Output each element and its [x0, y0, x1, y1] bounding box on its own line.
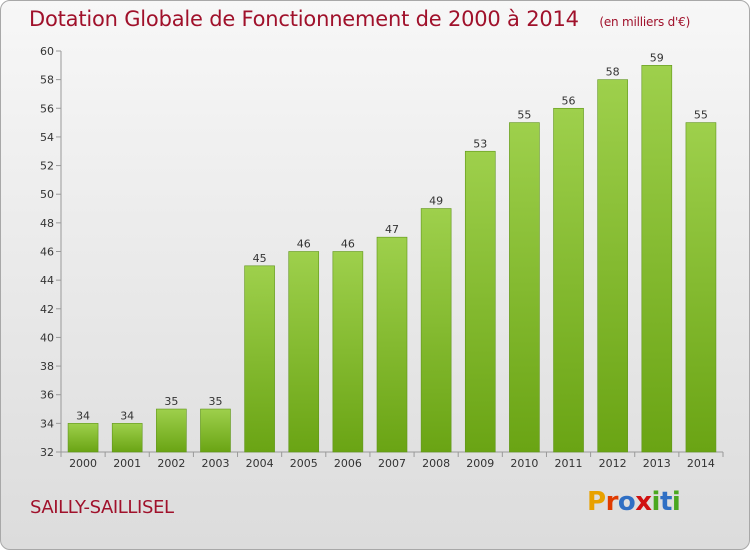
- bar: [111, 423, 143, 453]
- bar-value-label: 55: [694, 109, 708, 122]
- bar: [509, 122, 540, 453]
- logo-letter: x: [635, 487, 652, 517]
- bar-value-label: 34: [76, 409, 90, 422]
- logo-letter: P: [587, 487, 606, 517]
- bar: [156, 408, 187, 453]
- x-tick-label: 2012: [599, 457, 627, 470]
- x-tick-label: 2006: [334, 457, 362, 470]
- bar-value-label: 35: [164, 395, 178, 408]
- y-tick-label: 42: [40, 303, 54, 316]
- bar-value-label: 59: [650, 51, 664, 64]
- logo-letter: r: [605, 487, 619, 517]
- chart-title-text: Dotation Globale de Fonctionnement de 20…: [29, 7, 579, 31]
- bar: [420, 208, 452, 453]
- y-tick-label: 34: [40, 417, 54, 430]
- chart-title: Dotation Globale de Fonctionnement de 20…: [29, 7, 690, 31]
- x-tick-label: 2005: [290, 457, 318, 470]
- y-tick-label: 50: [40, 188, 54, 201]
- logo-letter: i: [651, 487, 661, 517]
- y-tick-label: 58: [40, 74, 54, 87]
- y-tick-label: 46: [40, 246, 54, 259]
- y-tick-label: 60: [40, 45, 54, 58]
- logo-letter: i: [671, 487, 681, 517]
- x-tick-label: 2010: [510, 457, 538, 470]
- bar: [641, 65, 673, 453]
- bar-value-label: 58: [606, 66, 620, 79]
- commune-name: SAILLY-SAILLISEL: [30, 497, 174, 518]
- bar-value-label: 34: [120, 409, 134, 422]
- bar-value-label: 56: [562, 94, 576, 107]
- bar-value-label: 46: [341, 238, 355, 251]
- x-tick-label: 2004: [246, 457, 274, 470]
- bar-value-label: 53: [473, 137, 487, 150]
- y-tick-label: 48: [40, 217, 54, 230]
- y-tick-label: 54: [40, 131, 54, 144]
- bar: [464, 150, 496, 453]
- bar-value-label: 47: [385, 223, 399, 236]
- bar-value-label: 55: [517, 109, 531, 122]
- chart-bars: [67, 65, 717, 453]
- x-tick-label: 2007: [378, 457, 406, 470]
- y-tick-label: 38: [40, 360, 54, 373]
- x-tick-label: 2014: [687, 457, 715, 470]
- bar: [244, 265, 275, 453]
- logo-letter: t: [659, 487, 672, 517]
- y-tick-label: 36: [40, 389, 54, 402]
- bar-value-label: 46: [297, 238, 311, 251]
- x-tick-label: 2002: [157, 457, 185, 470]
- bar-value-label: 45: [253, 252, 267, 265]
- y-tick-label: 56: [40, 102, 54, 115]
- y-tick-label: 40: [40, 331, 54, 344]
- bar: [200, 408, 231, 453]
- y-tick-label: 32: [40, 446, 54, 459]
- bar: [288, 251, 320, 453]
- x-tick-label: 2003: [201, 457, 229, 470]
- x-tick-label: 2000: [69, 457, 97, 470]
- x-tick-label: 2009: [466, 457, 494, 470]
- bar: [685, 122, 717, 453]
- chart-axes: 32 34 36 38 40 42 44 46 48 50 52 54 56 58 60 2000 2001 20…: [40, 45, 724, 470]
- bar: [67, 423, 99, 453]
- proxiti-logo: Proxiti: [587, 487, 681, 517]
- bar-value-label: 35: [208, 395, 222, 408]
- bar-value-label: 49: [429, 195, 443, 208]
- logo-letter: o: [617, 487, 636, 517]
- x-tick-label: 2013: [643, 457, 671, 470]
- bar: [332, 251, 364, 453]
- x-tick-label: 2008: [422, 457, 450, 470]
- bar: [376, 236, 408, 453]
- chart-value-labels: 34 34 35 35 45 46 46 47 49 53 55 56 58 59 55: [76, 51, 708, 422]
- chart-unit: (en milliers d'€): [599, 15, 691, 29]
- x-tick-label: 2001: [113, 457, 141, 470]
- bar: [553, 107, 584, 453]
- y-tick-label: 44: [40, 274, 54, 287]
- x-tick-label: 2011: [555, 457, 583, 470]
- y-tick-label: 52: [40, 160, 54, 173]
- bar: [597, 79, 628, 453]
